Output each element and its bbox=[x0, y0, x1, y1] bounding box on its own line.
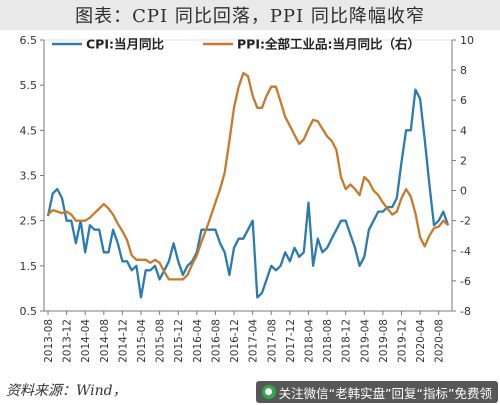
x-axis-tick-label: 2015-04 bbox=[136, 319, 148, 363]
x-axis-tick-label: 2014-12 bbox=[117, 319, 129, 363]
ppi-series-line bbox=[47, 71, 449, 281]
x-axis-tick-label: 2013-08 bbox=[43, 319, 55, 363]
legend-cpi: CPI:当月同比 bbox=[52, 37, 164, 52]
watermark-text: 关注微信“老韩实盘”回复“指标”免费领 bbox=[278, 385, 492, 401]
left-axis-tick-label: 4.5 bbox=[20, 124, 38, 137]
x-axis-tick-label: 2017-04 bbox=[248, 319, 260, 363]
x-axis-tick-label: 2019-04 bbox=[359, 319, 371, 363]
x-axis: 2013-08 2013-12 2014-04 2014-08 2014-12 2015-… bbox=[43, 310, 452, 363]
x-axis-tick-label: 2013-12 bbox=[62, 319, 74, 363]
line-chart: 0.5 1.5 2.5 3.5 4.5 5.5 6.5 -8 -6 -4 -2 0 2 4 6 8 10 20… bbox=[20, 34, 475, 363]
x-axis-tick-label: 2018-08 bbox=[322, 319, 334, 363]
left-axis: 0.5 1.5 2.5 3.5 4.5 5.5 6.5 bbox=[20, 34, 45, 318]
right-axis-tick-label: 6 bbox=[460, 94, 467, 107]
legend-cpi-label: CPI:当月同比 bbox=[86, 37, 164, 52]
right-axis-tick-label: 10 bbox=[460, 34, 474, 47]
left-axis-tick-label: 5.5 bbox=[20, 79, 38, 92]
x-axis-tick-label: 2017-12 bbox=[285, 319, 297, 363]
x-axis-tick-label: 2015-08 bbox=[155, 319, 167, 363]
x-axis-tick-label: 2016-08 bbox=[210, 319, 222, 363]
wechat-icon: ● bbox=[261, 385, 276, 399]
wechat-watermark: ● 关注微信“老韩实盘”回复“指标”免费领 bbox=[255, 381, 498, 403]
x-axis-tick-label: 2019-12 bbox=[396, 319, 408, 363]
x-axis-tick-label: 2014-08 bbox=[99, 319, 111, 363]
x-axis-tick-label: 2015-12 bbox=[173, 319, 185, 363]
right-axis-tick-label: -2 bbox=[460, 215, 471, 228]
left-axis-tick-label: 1.5 bbox=[20, 260, 38, 273]
left-axis-tick-label: 6.5 bbox=[20, 34, 38, 47]
x-axis-tick-label: 2016-12 bbox=[229, 319, 241, 363]
legend-ppi: PPI:全部工业品:当月同比（右） bbox=[203, 37, 420, 52]
right-axis-tick-label: 0 bbox=[460, 185, 467, 198]
right-axis-tick-label: -4 bbox=[460, 245, 471, 258]
series-lines bbox=[46, 71, 450, 299]
right-axis: -8 -6 -4 -2 0 2 4 6 8 10 bbox=[451, 34, 474, 318]
right-axis-tick-label: -6 bbox=[460, 275, 471, 288]
source-note: 资料来源：Wind， bbox=[6, 383, 127, 399]
cpi-series-line bbox=[46, 88, 450, 299]
x-axis-tick-label: 2018-12 bbox=[341, 319, 353, 363]
left-axis-tick-label: 3.5 bbox=[20, 170, 38, 183]
x-axis-tick-label: 2019-08 bbox=[378, 319, 390, 363]
right-axis-tick-label: 4 bbox=[460, 124, 467, 137]
x-axis-tick-label: 2020-04 bbox=[415, 319, 427, 363]
chart-title: 图表：CPI 同比回落，PPI 同比降幅收窄 bbox=[0, 0, 500, 30]
legend: CPI:当月同比 PPI:全部工业品:当月同比（右） bbox=[52, 37, 420, 52]
right-axis-tick-label: 8 bbox=[460, 64, 467, 77]
x-axis-tick-label: 2020-08 bbox=[434, 319, 446, 363]
left-axis-tick-label: 0.5 bbox=[20, 305, 38, 318]
x-axis-tick-label: 2018-04 bbox=[303, 319, 315, 363]
x-axis-tick-label: 2016-04 bbox=[192, 319, 204, 363]
legend-ppi-label: PPI:全部工业品:当月同比（右） bbox=[237, 37, 420, 52]
x-axis-tick-label: 2017-08 bbox=[266, 319, 278, 363]
right-axis-tick-label: 2 bbox=[460, 154, 467, 167]
left-axis-tick-label: 2.5 bbox=[20, 215, 38, 228]
x-axis-tick-label: 2014-04 bbox=[80, 319, 92, 363]
right-axis-tick-label: -8 bbox=[460, 305, 471, 318]
